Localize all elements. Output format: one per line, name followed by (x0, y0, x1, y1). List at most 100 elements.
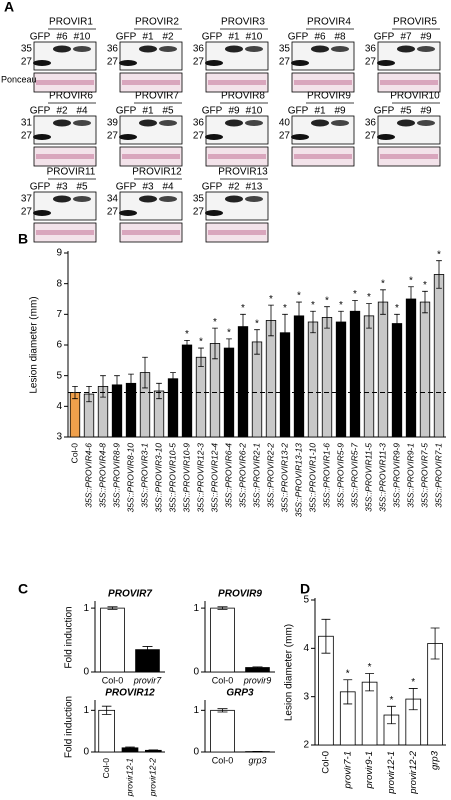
marker-label: 36 (193, 118, 205, 129)
marker-label: 36 (193, 44, 205, 55)
y-tick-label: 1 (193, 705, 199, 716)
x-tick-label: 35S::PROVIR3-10 (153, 443, 163, 513)
x-tick-label: 35S::PROVIR7-1 (433, 443, 443, 508)
ponceau-band (122, 154, 180, 159)
error-bar (107, 606, 118, 610)
panel-label: D (300, 581, 310, 597)
band (73, 46, 91, 52)
error-bar (408, 688, 418, 711)
error-bar (184, 340, 190, 350)
significance-mark: * (367, 292, 371, 303)
marker-label: 39 (107, 118, 119, 129)
ponceau-band (208, 154, 266, 159)
band (225, 119, 243, 127)
band (311, 45, 329, 53)
marker-label: 27 (21, 57, 33, 68)
ponceau-band (380, 80, 438, 85)
significance-mark: * (389, 695, 393, 706)
lane-label: #3 (142, 182, 154, 193)
band (245, 196, 263, 202)
x-tick-label: Col-0 (102, 675, 124, 685)
band (139, 119, 157, 127)
bar (377, 301, 389, 438)
lane-label: #2 (162, 32, 174, 43)
lane-label: #10 (74, 32, 91, 43)
x-tick-label: provir7 (133, 675, 163, 685)
lane-label: #3 (56, 182, 68, 193)
lane-label: #13 (246, 182, 263, 193)
significance-mark: * (395, 303, 399, 314)
error-bar (394, 313, 400, 334)
marker-label: 35 (21, 44, 33, 55)
blot-title: PROVIR9 (307, 91, 351, 102)
blot-title: PROVIR3 (221, 17, 265, 28)
significance-mark: * (213, 317, 217, 328)
significance-mark: * (346, 668, 350, 679)
ponceau-band (36, 230, 94, 235)
x-tick-label: 35S::PROVIR12-4 (209, 443, 219, 513)
ponceau-band (294, 80, 352, 85)
band (33, 210, 51, 216)
error-bar (72, 386, 78, 400)
ponceau-band (36, 80, 94, 85)
band (139, 195, 157, 203)
blot-title: PROVIR5 (393, 17, 437, 28)
blot-title: PROVIR1 (49, 17, 93, 28)
ponceau-band (208, 230, 266, 235)
y-axis-label: Fold induction (64, 606, 75, 668)
band (205, 134, 223, 140)
x-tick-label: 35S::PROVIR12-3 (195, 443, 205, 513)
y-tick-label: 1 (83, 705, 89, 716)
ponceau-band (36, 154, 94, 159)
x-tick-label: provir7-1 (342, 751, 353, 790)
error-bar (142, 646, 153, 654)
marker-label: 27 (193, 131, 205, 142)
blot-title: PROVIR4 (307, 17, 351, 28)
lane-label: #10 (246, 32, 263, 43)
y-tick-label: 0 (193, 747, 199, 758)
blot-title: PROVIR7 (135, 91, 179, 102)
x-tick-label: 35S::PROVIR13-2 (279, 443, 289, 513)
band (53, 195, 71, 203)
panel-label: A (4, 0, 14, 15)
panel-label: B (18, 231, 28, 247)
x-tick-label: grp3 (248, 755, 266, 765)
band (33, 60, 51, 66)
significance-mark: * (423, 280, 427, 291)
marker-label: 37 (21, 194, 33, 205)
band (397, 45, 415, 53)
bar (349, 310, 361, 438)
blot-title: PROVIR11 (47, 167, 96, 178)
marker-label: 27 (21, 131, 33, 142)
error-bar (156, 382, 162, 400)
marker-label: 27 (107, 57, 119, 68)
marker-label: 36 (365, 44, 377, 55)
marker-label: 40 (279, 118, 291, 129)
lane-label: #7 (400, 32, 412, 43)
marker-label: 31 (21, 118, 33, 129)
error-bar (380, 289, 386, 315)
lane-label: #5 (76, 182, 88, 193)
band (73, 120, 91, 126)
bar (419, 301, 431, 438)
band (377, 60, 395, 66)
chart-title: GRP3 (226, 688, 254, 699)
bar (307, 321, 319, 438)
error-bar (386, 705, 396, 725)
lane-label: GFP (30, 106, 51, 117)
significance-mark: * (227, 328, 231, 339)
marker-label: 36 (107, 44, 119, 55)
y-axis-label: Lesion diameter (mm) (284, 624, 295, 721)
lane-label: #9 (420, 32, 432, 43)
x-tick-label: provir12-1 (124, 758, 134, 798)
blot-title: PROVIR2 (135, 17, 179, 28)
error-bar (408, 286, 414, 312)
bar (361, 681, 378, 746)
bar (251, 341, 263, 438)
band (311, 119, 329, 127)
error-bar (430, 627, 440, 660)
bar (335, 321, 347, 438)
x-tick-label: 35S::PROVIR11-3 (377, 443, 387, 512)
lane-label: #5 (400, 106, 412, 117)
